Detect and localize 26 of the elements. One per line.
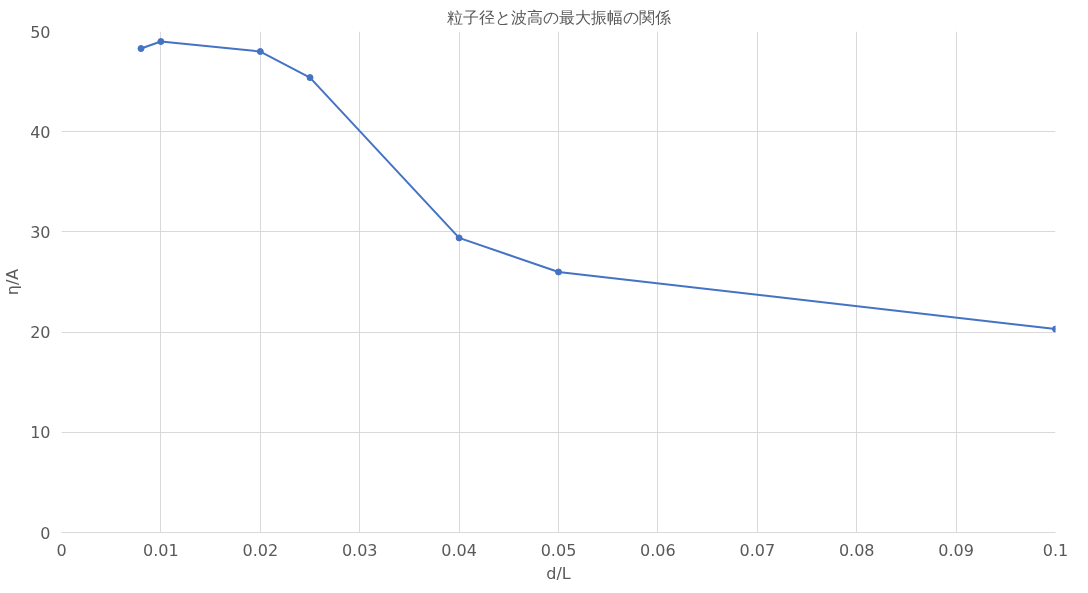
x-tick-label: 0.03 [341, 540, 378, 560]
x-tick-label: 0.05 [540, 540, 577, 560]
y-tick-label: 10 [30, 423, 51, 443]
x-tick-label: 0.09 [938, 540, 974, 560]
y-tick-label: 20 [30, 323, 51, 343]
x-tick-label: 0 [56, 540, 67, 560]
y-tick-label: 50 [30, 22, 51, 42]
x-tick-label: 0.01 [143, 540, 179, 560]
point [256, 48, 264, 56]
y-tick-label: 0 [40, 523, 51, 543]
y-tick-label: 30 [30, 222, 51, 242]
y-axis-title: η/A [3, 268, 23, 296]
point [306, 74, 314, 82]
point [555, 268, 562, 276]
point [137, 45, 145, 53]
x-tick-label: 0.02 [242, 540, 279, 560]
y-tick-label: 40 [30, 122, 51, 142]
x-tick-label: 0.06 [640, 540, 676, 560]
point [455, 234, 463, 242]
chart-title: 粒子径と波高の最大振幅の関係 [446, 7, 671, 27]
x-tick-label: 0.1 [1042, 540, 1069, 560]
x-tick-label: 0.07 [739, 540, 776, 560]
x-axis-title: d/L [546, 563, 571, 583]
x-tick-label: 0.08 [838, 540, 875, 560]
x-tick-label: 0.04 [441, 540, 477, 560]
point [157, 38, 165, 46]
